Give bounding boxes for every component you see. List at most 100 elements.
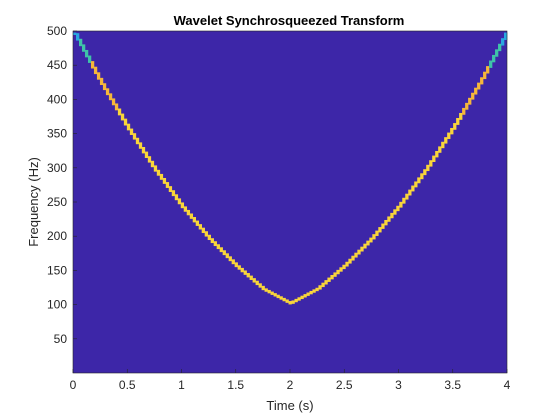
ridge-segment <box>198 224 202 230</box>
ridge-segment <box>105 88 110 96</box>
ridge-segment <box>474 87 478 95</box>
ridge-segment <box>417 177 421 184</box>
ridge-segment <box>462 107 466 115</box>
ridge-segment <box>456 118 460 125</box>
ridge-segment <box>222 250 226 256</box>
ridge-segment <box>366 240 370 246</box>
ridge-segment <box>441 141 445 149</box>
ridge-segment <box>231 259 235 265</box>
ridge-segment <box>189 213 194 219</box>
x-tick-label: 2 <box>287 378 294 392</box>
ridge-segment <box>123 118 128 126</box>
ridge-segment <box>432 155 436 162</box>
ridge-segment <box>333 272 337 277</box>
ridge-segment <box>129 128 134 135</box>
ridge-segment <box>420 173 424 180</box>
ridge-segment <box>243 270 247 275</box>
ridge-segment <box>288 301 292 305</box>
ridge-segment <box>378 227 382 233</box>
ridge-segment <box>132 133 137 140</box>
ridge-segment <box>345 261 349 267</box>
ridge-segment <box>303 294 307 298</box>
ridge-segment <box>327 277 331 282</box>
ridge-segment <box>384 219 388 226</box>
ridge-segment <box>183 206 188 212</box>
ridge-segment <box>261 285 265 291</box>
ridge-segment <box>351 255 355 261</box>
ridge-segment <box>318 285 322 290</box>
ridge-segment <box>495 49 499 57</box>
x-tick-label: 1.5 <box>227 378 244 392</box>
ridge-segment <box>210 238 214 244</box>
ridge-segment <box>273 293 277 297</box>
ridge-segment <box>372 234 376 240</box>
ridge-segment <box>486 66 490 74</box>
ridge-segment <box>96 72 101 80</box>
ridge-segment <box>171 190 176 197</box>
ridge-segment <box>102 83 107 91</box>
ridge-segment <box>279 296 283 300</box>
ridge-segment <box>315 287 319 292</box>
ridge-segment <box>363 243 367 249</box>
ridge-segment <box>204 231 208 237</box>
ridge-segment <box>342 264 346 270</box>
ridge-segment <box>141 146 146 154</box>
ridge-segment <box>501 38 505 46</box>
ridge-segment <box>357 249 361 255</box>
ridge-segment <box>120 113 125 121</box>
ridge-segment <box>444 137 448 144</box>
ridge-segment <box>414 181 418 188</box>
ridge-segment <box>339 267 343 272</box>
ridge-segment <box>246 273 250 278</box>
ridge-segment <box>240 267 244 273</box>
ridge-segment <box>297 297 301 301</box>
ridge-segment <box>228 256 232 262</box>
y-tick-label: 200 <box>47 229 67 243</box>
y-tick-label: 50 <box>54 332 68 346</box>
ridge-segment <box>411 185 415 192</box>
ridge-segment <box>78 38 83 47</box>
ridge-segment <box>87 55 92 63</box>
ridge-segment <box>84 49 89 58</box>
ridge-segment <box>180 202 185 209</box>
ridge-segment <box>255 280 259 286</box>
ridge-segment <box>219 247 223 253</box>
ridge-segment <box>405 193 409 200</box>
ridge-segment <box>465 102 469 110</box>
chart-title: Wavelet Synchrosqueezed Transform <box>174 13 405 28</box>
ridge-segment <box>336 269 340 275</box>
y-tick-label: 150 <box>47 263 67 277</box>
ridge-segment <box>93 66 98 75</box>
ridge-segment <box>267 289 271 294</box>
ridge-segment <box>192 217 197 223</box>
ridge-segment <box>90 61 95 69</box>
ridge-segment <box>369 237 373 243</box>
ridge-segment <box>300 295 304 300</box>
ridge-segment <box>321 282 325 288</box>
ridge-segment <box>153 165 158 172</box>
ridge-segment <box>381 223 385 229</box>
ridge-segment <box>399 201 403 208</box>
ridge-segment <box>213 241 217 247</box>
ridge-segment <box>135 137 140 145</box>
ridge-segment <box>156 169 161 176</box>
ridge-segment <box>489 60 493 68</box>
ridge-segment <box>438 146 442 153</box>
ridge-segment <box>354 252 358 258</box>
ridge-segment <box>258 283 262 288</box>
ridge-segment <box>393 209 397 215</box>
ridge-segment <box>237 265 241 270</box>
x-tick-label: 0 <box>70 378 77 392</box>
y-tick-label: 450 <box>47 58 67 72</box>
ridge-segment <box>360 246 364 252</box>
ridge-segment <box>468 97 472 105</box>
y-tick-label: 300 <box>47 161 67 175</box>
ridge-segment <box>306 292 310 296</box>
y-tick-label: 250 <box>47 195 67 209</box>
x-tick-label: 1 <box>178 378 185 392</box>
ridge-segment <box>348 258 352 264</box>
ridge-segment <box>249 275 253 280</box>
ridge-segment <box>159 173 164 180</box>
ridge-segment <box>423 169 427 176</box>
ridge-layer <box>73 32 508 305</box>
